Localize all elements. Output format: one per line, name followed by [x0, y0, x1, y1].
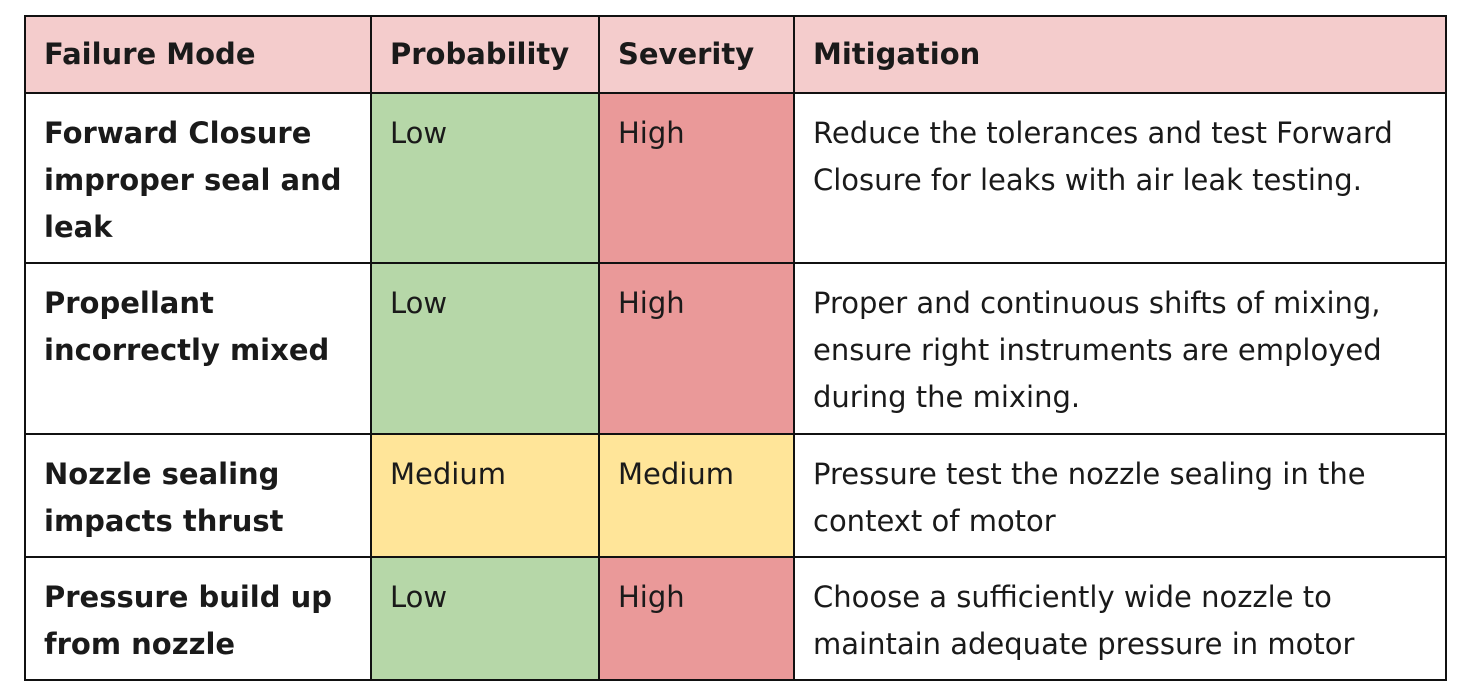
- header-severity: Severity: [598, 15, 795, 94]
- fmea-table-container: Failure Mode Probability Severity Mitiga…: [24, 15, 1447, 681]
- table-row: Pressure build up from nozzle Low High C…: [24, 556, 1447, 681]
- mitigation-cell: Choose a sufficiently wide nozzle to mai…: [793, 556, 1447, 681]
- failure-mode-cell: Forward Closure improper seal and leak: [24, 92, 372, 264]
- failure-mode-cell: Nozzle sealing impacts thrust: [24, 433, 372, 558]
- table-header-row: Failure Mode Probability Severity Mitiga…: [24, 15, 1447, 94]
- table-row: Nozzle sealing impacts thrust Medium Med…: [24, 433, 1447, 558]
- probability-cell: Low: [370, 556, 600, 681]
- failure-mode-table: Failure Mode Probability Severity Mitiga…: [24, 15, 1447, 681]
- mitigation-cell: Pressure test the nozzle sealing in the …: [793, 433, 1447, 558]
- header-failure-mode: Failure Mode: [24, 15, 372, 94]
- probability-cell: Medium: [370, 433, 600, 558]
- failure-mode-cell: Propellant incorrectly mixed: [24, 262, 372, 435]
- mitigation-cell: Reduce the tolerances and test Forward C…: [793, 92, 1447, 264]
- severity-cell: High: [598, 92, 795, 264]
- severity-cell: High: [598, 262, 795, 435]
- mitigation-cell: Proper and continuous shifts of mixing, …: [793, 262, 1447, 435]
- failure-mode-cell: Pressure build up from nozzle: [24, 556, 372, 681]
- header-probability: Probability: [370, 15, 600, 94]
- table-row: Forward Closure improper seal and leak L…: [24, 92, 1447, 264]
- severity-cell: High: [598, 556, 795, 681]
- probability-cell: Low: [370, 262, 600, 435]
- severity-cell: Medium: [598, 433, 795, 558]
- probability-cell: Low: [370, 92, 600, 264]
- header-mitigation: Mitigation: [793, 15, 1447, 94]
- table-row: Propellant incorrectly mixed Low High Pr…: [24, 262, 1447, 435]
